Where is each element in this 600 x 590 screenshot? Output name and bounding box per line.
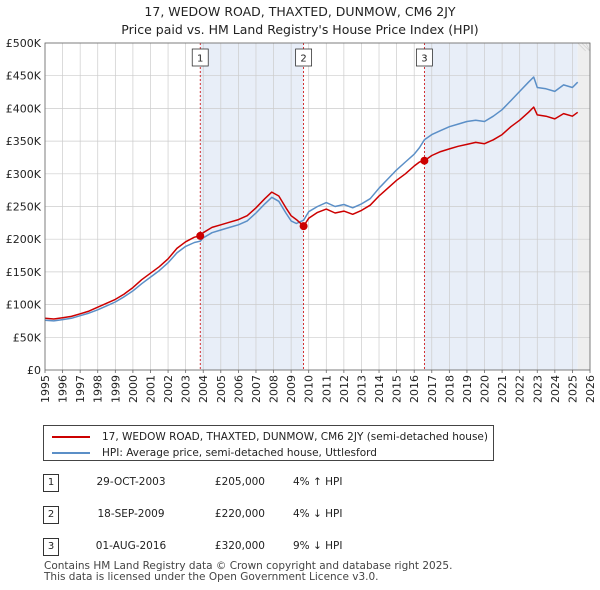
x-tick-label: 1995 [39,375,52,403]
x-tick-label: 2006 [232,375,245,403]
legend-label-hpi: HPI: Average price, semi-detached house,… [102,447,377,459]
sale-marker-lines [199,43,425,370]
x-tick-label: 2025 [566,375,579,403]
sale-marker-box [295,48,313,67]
x-tick-label: 1997 [74,375,87,403]
sale-row: 1 29-OCT-2003 £205,000 4% ↑ HPI [43,474,503,494]
x-tick-label: 2003 [180,375,193,403]
legend-swatch-hpi [52,452,90,454]
x-tick-label: 2014 [373,375,386,403]
chart-title-block: 17, WEDOW ROAD, THAXTED, DUNMOW, CM6 2JY… [0,3,600,39]
x-tick-label: 2005 [215,375,228,403]
chart-title: 17, WEDOW ROAD, THAXTED, DUNMOW, CM6 2JY [144,4,456,19]
sale-price: £205,000 [214,476,265,488]
legend: 17, WEDOW ROAD, THAXTED, DUNMOW, CM6 2JY… [43,425,494,461]
y-tick-label: £50K [13,331,42,344]
legend-swatch-price-paid [52,436,90,438]
sale-marker-label: 1 [197,54,203,65]
y-tick-label: £0 [27,364,41,377]
sale-point [299,222,308,231]
sale-price: £220,000 [214,508,265,520]
x-tick-label: 2024 [549,375,562,403]
sale-point [196,231,205,240]
y-tick-label: £250K [6,201,42,214]
sale-row: 3 01-AUG-2016 £320,000 9% ↓ HPI [43,538,503,558]
x-tick-label: 2008 [268,375,281,403]
series-lines [44,76,579,322]
sale-date: 29-OCT-2003 [96,476,166,488]
sale-number-badge: 2 [43,506,59,524]
sale-marker-label: 3 [421,54,427,65]
footer-copyright: Contains HM Land Registry data © Crown c… [44,560,453,572]
axes: £0 £50K £100K £150K £200K £250K £300K £350K £400… [6,37,597,403]
x-tick-label: 1998 [92,375,105,403]
chart-subtitle: Price paid vs. HM Land Registry's House … [121,22,479,37]
sale-marker-box [191,48,209,67]
x-tick-label: 2009 [285,375,298,403]
x-tick-label: 1996 [57,375,70,403]
x-tick-label: 2016 [408,375,421,403]
footer-attribution: Contains HM Land Registry data © Crown c… [44,561,452,583]
x-tick-label: 1999 [109,375,122,403]
x-tick-label: 2026 [584,375,597,403]
price-chart: 1 2 3 £0 £50K £100K £150K £200K £250K £300K £350K… [6,37,597,403]
x-tick-label: 2012 [338,375,351,403]
y-tick-label: £150K [6,266,42,279]
x-tick-label: 2013 [355,375,368,403]
x-tick-label: 2002 [162,375,175,403]
legend-label-price-paid: 17, WEDOW ROAD, THAXTED, DUNMOW, CM6 2JY… [102,431,488,443]
x-tick-label: 2022 [514,375,527,403]
x-tick-label: 2018 [443,375,456,403]
sale-number-badge: 1 [43,474,59,492]
y-tick-label: £300K [6,168,42,181]
sale-hpi-diff: 9% ↓ HPI [293,540,343,552]
x-tick-label: 2023 [531,375,544,403]
sale-number-badge: 3 [43,538,59,556]
x-tick-label: 2020 [479,375,492,403]
sale-points [196,156,429,240]
sale-date: 01-AUG-2016 [95,540,167,552]
hpi-line [44,76,579,322]
sale-marker-labels: 1 2 3 [191,48,433,67]
sale-price: £320,000 [214,540,265,552]
x-tick-label: 2011 [320,375,333,403]
plot-frame [44,42,591,371]
x-tick-label: 2021 [496,375,509,403]
sale-row: 2 18-SEP-2009 £220,000 4% ↓ HPI [43,506,503,526]
sale-point [420,156,429,165]
y-tick-label: £100K [6,299,42,312]
x-tick-label: 2017 [426,375,439,403]
y-tick-label: £450K [6,70,42,83]
footer-licence: This data is licensed under the Open Gov… [44,571,379,583]
sale-marker-box [415,48,433,67]
x-tick-label: 2000 [127,375,140,403]
sale-hpi-diff: 4% ↑ HPI [293,476,343,488]
x-tick-label: 2010 [303,375,316,403]
y-tick-label: £200K [6,233,42,246]
x-tick-label: 2019 [461,375,474,403]
forecast-hatch [577,42,586,52]
sale-date: 18-SEP-2009 [97,508,165,520]
legend-item-hpi: HPI: Average price, semi-detached house,… [52,445,377,461]
x-tick-label: 2001 [144,375,157,403]
sale-hpi-diff: 4% ↓ HPI [293,508,343,520]
x-tick-label: 2007 [250,375,263,403]
x-tick-label: 2004 [197,375,210,403]
sale-marker-label: 2 [300,54,306,65]
y-tick-label: £400K [6,102,42,115]
y-tick-label: £350K [6,135,42,148]
forecast-hatch [585,42,591,52]
y-tick-label: £500K [6,37,42,50]
forecast-hatch [581,42,590,52]
legend-item-price-paid: 17, WEDOW ROAD, THAXTED, DUNMOW, CM6 2JY… [52,429,488,445]
price-paid-line [44,106,579,320]
x-tick-label: 2015 [391,375,404,403]
